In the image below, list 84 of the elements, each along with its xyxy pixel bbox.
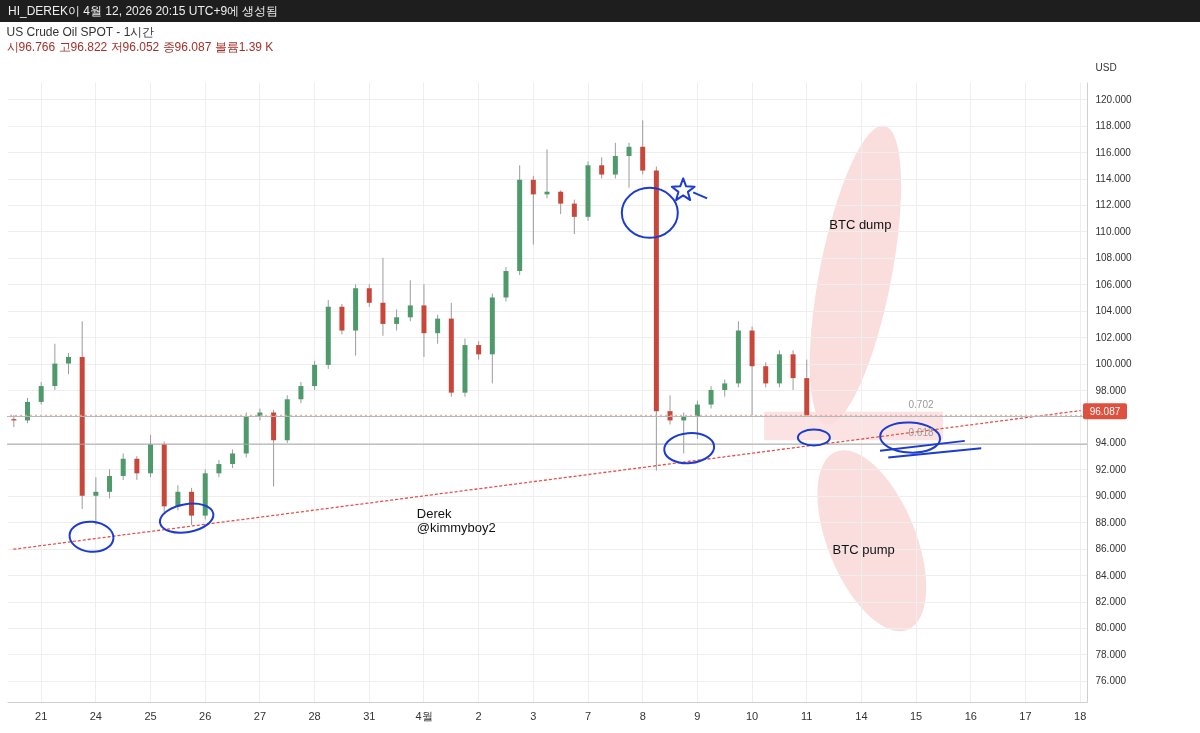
x-tick-label: 8 — [639, 709, 646, 722]
candlestick — [380, 257, 386, 337]
y-tick-label: 90.000 — [1095, 490, 1127, 502]
x-tick-label: 21 — [35, 709, 48, 722]
y-tick-label: 88.000 — [1095, 516, 1127, 528]
candlestick — [257, 408, 263, 421]
candlestick — [763, 361, 769, 388]
y-tick-label: 112.000 — [1095, 199, 1132, 211]
candlestick — [93, 476, 99, 526]
y-tick-label: 104.000 — [1095, 305, 1133, 317]
y-tick-label: 76.000 — [1095, 675, 1127, 687]
x-tick-label: 26 — [199, 709, 212, 722]
candlestick — [530, 175, 536, 246]
candlestick — [626, 142, 632, 189]
x-tick-label: 16 — [964, 709, 977, 722]
candlestick — [216, 459, 222, 478]
candlestick — [435, 314, 441, 345]
y-tick-label: 106.000 — [1095, 278, 1133, 290]
candlestick — [476, 340, 482, 361]
candlestick — [120, 452, 126, 481]
annotation: Derek — [416, 505, 453, 521]
candlestick — [312, 360, 318, 391]
y-tick-label: 82.000 — [1095, 596, 1127, 608]
y-axis-title: USD — [1095, 61, 1117, 73]
ref-line-label: 96.087 — [1089, 406, 1121, 418]
x-tick-label: 7 — [584, 709, 592, 722]
y-tick-label: 84.000 — [1095, 569, 1127, 581]
y-tick-label: 114.000 — [1095, 173, 1132, 184]
candlestick — [790, 349, 796, 391]
candlestick — [366, 283, 372, 308]
x-tick-label: 14 — [855, 709, 868, 722]
x-tick-label: 27 — [253, 709, 267, 722]
candlestick — [298, 381, 304, 404]
x-tick-label: 24 — [89, 709, 102, 722]
candlestick — [558, 189, 564, 215]
y-tick-label: 108.000 — [1095, 252, 1133, 264]
y-tick-label: 118.000 — [1095, 120, 1132, 132]
candlestick — [66, 352, 72, 375]
y-tick-label: 78.000 — [1095, 648, 1127, 660]
x-tick-label: 15 — [909, 709, 923, 722]
candlestick — [612, 142, 618, 179]
candlestick — [38, 381, 44, 406]
candlestick — [107, 468, 113, 499]
y-tick-label: 116.000 — [1095, 146, 1132, 158]
y-tick-label: 120.000 — [1095, 93, 1133, 105]
candlestick — [694, 400, 700, 440]
candlestick — [708, 385, 714, 410]
candlestick — [52, 343, 58, 391]
y-tick-label: 92.000 — [1095, 463, 1127, 475]
candlestick — [339, 303, 345, 335]
candlestick — [134, 455, 140, 481]
annotation: BTC dump — [829, 216, 892, 232]
x-tick-label: 25 — [144, 709, 157, 722]
x-tick-label: 31 — [363, 709, 376, 722]
y-tick-label: 80.000 — [1095, 622, 1127, 634]
chart-subtitle: 시96.766 고96.822 저96.052 종96.087 볼륨1.39 K — [6, 40, 274, 54]
x-tick-label: 17 — [1019, 709, 1032, 722]
text: HI_DEREK이 4월 12, 2026 20:15 UTC+9에 생성됨 — [0, 0, 1200, 22]
x-tick-label: 4월 — [415, 709, 433, 722]
x-tick-label: 10 — [745, 709, 759, 722]
x-tick-label: 18 — [1074, 709, 1087, 722]
y-tick-label: 100.000 — [1095, 358, 1133, 370]
x-tick-label: 2 — [475, 709, 482, 722]
candlestick — [599, 156, 605, 179]
candlestick — [407, 279, 413, 322]
y-tick-label: 98.000 — [1095, 384, 1127, 396]
candlestick — [571, 199, 577, 235]
annotation: @kimmyboy2 — [416, 520, 496, 536]
annotation: 0.702 — [908, 399, 934, 411]
chart-title: US Crude Oil SPOT - 1시간 — [6, 25, 155, 39]
annotation: 0.618 — [908, 427, 934, 439]
y-tick-label: 110.000 — [1095, 225, 1132, 237]
y-tick-label: 94.000 — [1095, 437, 1127, 449]
x-tick-label: 3 — [530, 709, 537, 722]
x-tick-label: 28 — [308, 709, 321, 722]
x-tick-label: 11 — [801, 709, 813, 722]
candlestick — [640, 119, 646, 176]
annotation: BTC pump — [832, 541, 895, 557]
y-tick-label: 86.000 — [1095, 543, 1127, 555]
candlestick — [394, 308, 400, 332]
candlestick — [230, 449, 236, 469]
y-tick-label: 102.000 — [1095, 331, 1133, 343]
x-tick-label: 9 — [694, 709, 701, 722]
candlestick — [189, 487, 195, 526]
